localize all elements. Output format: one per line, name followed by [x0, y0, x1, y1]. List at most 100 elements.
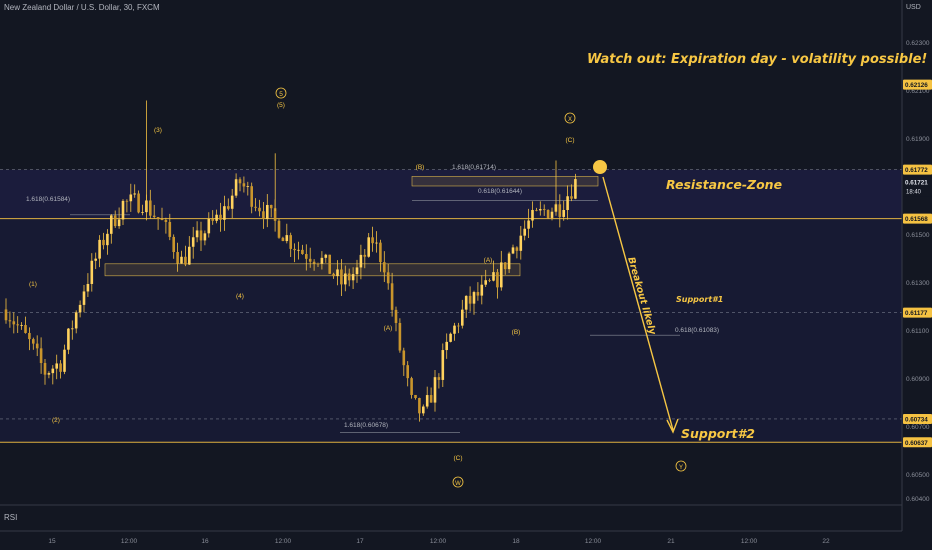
candle-body[interactable] — [230, 195, 234, 209]
candle-body[interactable] — [129, 194, 133, 202]
candle-body[interactable] — [402, 350, 406, 366]
candle-body[interactable] — [457, 325, 460, 327]
candle-body[interactable] — [39, 348, 43, 364]
candle-body[interactable] — [500, 262, 503, 288]
candle-body[interactable] — [558, 204, 562, 217]
candle-body[interactable] — [550, 211, 554, 218]
candle-body[interactable] — [289, 235, 292, 249]
candle-body[interactable] — [453, 325, 456, 334]
candle-body[interactable] — [110, 215, 113, 234]
candle-body[interactable] — [441, 350, 445, 380]
candle-body[interactable] — [445, 341, 448, 351]
candle-body[interactable] — [242, 183, 246, 187]
candle-body[interactable] — [102, 239, 105, 246]
candle-body[interactable] — [180, 256, 183, 264]
candle-body[interactable] — [90, 260, 94, 284]
candle-body[interactable] — [211, 218, 214, 221]
candle-body[interactable] — [125, 200, 129, 202]
candle-body[interactable] — [266, 204, 269, 219]
candle-body[interactable] — [429, 395, 433, 403]
candle-body[interactable] — [133, 193, 136, 195]
candle-body[interactable] — [273, 208, 277, 221]
candle-body[interactable] — [141, 212, 144, 213]
candle-body[interactable] — [375, 242, 378, 244]
candle-body[interactable] — [199, 230, 203, 241]
candle-body[interactable] — [496, 272, 499, 288]
candle-body[interactable] — [59, 363, 62, 372]
candle-body[interactable] — [74, 312, 78, 329]
candle-body[interactable] — [433, 377, 437, 403]
candle-body[interactable] — [203, 233, 207, 241]
candle-body[interactable] — [539, 209, 542, 211]
candle-body[interactable] — [324, 254, 328, 258]
candle-body[interactable] — [156, 217, 160, 219]
candle-body[interactable] — [414, 394, 417, 399]
candle-body[interactable] — [308, 258, 312, 262]
candle-body[interactable] — [176, 252, 179, 264]
candle-body[interactable] — [484, 280, 487, 285]
candle-body[interactable] — [258, 207, 261, 212]
candle-body[interactable] — [562, 210, 565, 217]
candle-body[interactable] — [63, 349, 66, 372]
candle-body[interactable] — [472, 292, 476, 304]
candle-body[interactable] — [316, 263, 320, 265]
candle-body[interactable] — [574, 179, 577, 199]
candle-body[interactable] — [344, 273, 347, 285]
candle-body[interactable] — [468, 295, 472, 304]
candle-body[interactable] — [277, 220, 281, 238]
candle-body[interactable] — [570, 196, 573, 199]
candle-body[interactable] — [410, 378, 413, 395]
candle-body[interactable] — [386, 272, 390, 284]
candle-body[interactable] — [347, 273, 351, 281]
candle-body[interactable] — [184, 256, 187, 265]
candle-body[interactable] — [254, 206, 257, 208]
candle-body[interactable] — [527, 220, 530, 229]
candle-body[interactable] — [305, 254, 308, 259]
candle-body[interactable] — [207, 218, 211, 234]
candle-body[interactable] — [106, 233, 109, 246]
candle-body[interactable] — [523, 228, 526, 236]
candle-body[interactable] — [437, 377, 441, 380]
candle-body[interactable] — [511, 247, 515, 254]
candle-body[interactable] — [238, 179, 242, 184]
candle-body[interactable] — [422, 406, 425, 414]
candle-body[interactable] — [152, 215, 156, 218]
candle-body[interactable] — [223, 206, 226, 220]
candle-body[interactable] — [312, 261, 316, 264]
candle-body[interactable] — [418, 398, 421, 414]
candle-body[interactable] — [28, 332, 31, 340]
candle-body[interactable] — [195, 230, 199, 238]
candle-body[interactable] — [67, 328, 70, 350]
candle-body[interactable] — [351, 274, 355, 281]
candle-body[interactable] — [355, 267, 359, 275]
candle-body[interactable] — [546, 209, 550, 218]
candle-body[interactable] — [336, 269, 339, 277]
candle-body[interactable] — [215, 214, 218, 221]
candle-body[interactable] — [390, 283, 394, 310]
candle-body[interactable] — [269, 204, 273, 209]
candle-body[interactable] — [507, 253, 511, 270]
candle-body[interactable] — [379, 242, 382, 263]
candle-body[interactable] — [191, 237, 195, 247]
candle-body[interactable] — [492, 272, 495, 281]
candle-body[interactable] — [503, 262, 507, 270]
candle-body[interactable] — [35, 343, 39, 349]
candle-body[interactable] — [12, 321, 16, 325]
candle-body[interactable] — [47, 373, 51, 375]
candle-body[interactable] — [250, 186, 253, 207]
candle-body[interactable] — [293, 248, 296, 251]
candle-body[interactable] — [43, 363, 47, 375]
candle-body[interactable] — [332, 273, 335, 277]
candle-body[interactable] — [71, 328, 74, 330]
candle-body[interactable] — [262, 211, 265, 219]
candle-body[interactable] — [363, 254, 367, 257]
candle-body[interactable] — [51, 368, 55, 374]
candle-body[interactable] — [383, 262, 386, 273]
candle-body[interactable] — [519, 235, 523, 251]
candle-body[interactable] — [515, 247, 519, 251]
candle-body[interactable] — [149, 200, 152, 216]
candle-body[interactable] — [488, 280, 491, 282]
candle-body[interactable] — [281, 237, 285, 242]
candle-body[interactable] — [117, 219, 121, 227]
